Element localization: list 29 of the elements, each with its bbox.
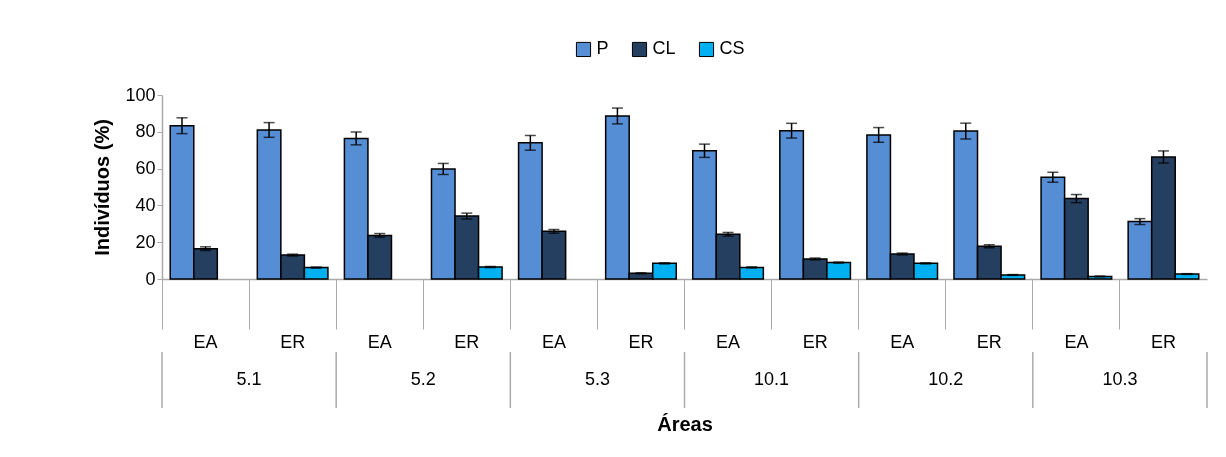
x-tick-label: ER bbox=[802, 331, 828, 352]
x-tick-label: ER bbox=[976, 331, 1002, 352]
y-tick-label: 100 bbox=[125, 84, 156, 105]
x-tick-label: EA bbox=[541, 331, 566, 352]
legend-label: CL bbox=[652, 38, 676, 59]
x-tick-label: EA bbox=[193, 331, 218, 352]
x-tick-label: ER bbox=[454, 331, 480, 352]
x-axis-title: Áreas bbox=[657, 412, 713, 435]
y-tick-label: 40 bbox=[135, 194, 156, 215]
x-tick-label: EA bbox=[1064, 331, 1089, 352]
x-tick-label: ER bbox=[628, 331, 654, 352]
text: 5.1 bbox=[236, 369, 262, 389]
text: 10.3 bbox=[1102, 369, 1138, 389]
x-tick-label: ER bbox=[1150, 331, 1176, 352]
x-tick-label: EA bbox=[890, 331, 915, 352]
text: 10.2 bbox=[928, 369, 964, 389]
legend-label: P bbox=[596, 38, 609, 59]
y-axis-title: Indivíduos (%) bbox=[91, 119, 114, 256]
text: 10.1 bbox=[754, 369, 790, 389]
y-tick-label: 20 bbox=[135, 231, 156, 252]
legend-label: CS bbox=[719, 38, 745, 59]
x-tick-label: ER bbox=[280, 331, 306, 352]
y-tick-label: 60 bbox=[135, 158, 156, 179]
text: 5.2 bbox=[410, 369, 436, 389]
text: 5.3 bbox=[584, 369, 610, 389]
y-tick-label: 80 bbox=[135, 121, 156, 142]
x-tick-label: EA bbox=[367, 331, 392, 352]
y-tick-label: 0 bbox=[145, 268, 156, 289]
x-tick-label: EA bbox=[716, 331, 741, 352]
